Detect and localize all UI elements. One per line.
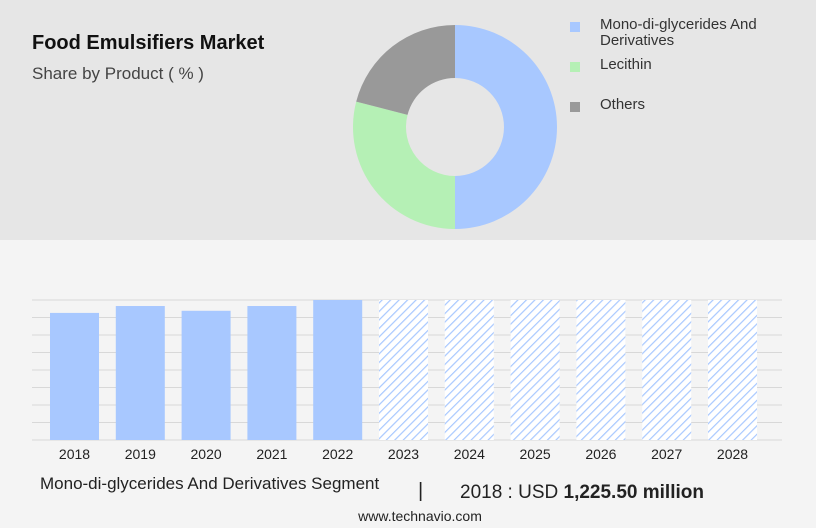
legend-swatch [570,62,580,72]
bar-2021[interactable] [247,306,297,440]
source-link[interactable]: www.technavio.com [358,508,482,524]
bar-2020[interactable] [181,310,231,440]
legend-swatch [570,22,580,32]
donut-chart [353,25,557,229]
bar-2023[interactable] [379,300,428,440]
legend-label: Lecithin [600,56,652,73]
legend-item-mono-di-glycerides[interactable]: Mono-di-glycerides And Derivatives [570,17,800,49]
donut-slice-lecithin[interactable] [353,101,455,229]
bar-2025[interactable] [510,300,560,440]
donut-slice-others[interactable] [356,25,455,115]
footer-segment: Mono-di-glycerides And Derivatives Segme… [40,474,380,493]
footer-divider: | [418,480,424,502]
legend-item-lecithin[interactable]: Lecithin [570,57,800,73]
bar-2026[interactable] [576,300,626,440]
x-tick-label: 2026 [585,446,616,462]
donut-slice-mono-di-glycerides-and-derivatives[interactable] [455,25,557,229]
x-tick-label: 2028 [717,446,748,462]
x-tick-label: 2024 [454,446,485,462]
x-tick-label: 2020 [191,446,222,462]
x-tick-label: 2021 [256,446,287,462]
footer-value: 2018 : USD 1,225.50 million [460,482,704,504]
footer-year-label: 2018 : USD [460,482,559,503]
x-tick-label: 2025 [520,446,551,462]
bar-2028[interactable] [708,300,757,440]
x-tick-label: 2019 [125,446,156,462]
bar-chart: 2018 2019 2020 2021 2022 2023 2024 2025 2026 2027… [32,299,782,462]
chart-subtitle: Share by Product ( % ) [32,64,204,83]
footer-amount: 1,225.50 million [563,482,704,503]
legend-label: Others [600,96,646,113]
legend-item-others[interactable]: Others [570,97,800,113]
x-tick-label: 2023 [388,446,419,462]
bar-2027[interactable] [642,300,692,440]
bar-2018[interactable] [50,312,99,440]
x-tick-label: 2027 [651,446,682,462]
x-tick-label: 2022 [322,446,353,462]
x-tick-label: 2018 [59,446,90,462]
bar-2022[interactable] [313,300,363,440]
bar-2019[interactable] [115,306,165,440]
legend-label: Mono-di-glycerides And Derivatives [600,16,757,49]
bar-2024[interactable] [444,300,494,440]
chart-title: Food Emulsifiers Market [32,32,265,54]
legend-swatch [570,102,580,112]
